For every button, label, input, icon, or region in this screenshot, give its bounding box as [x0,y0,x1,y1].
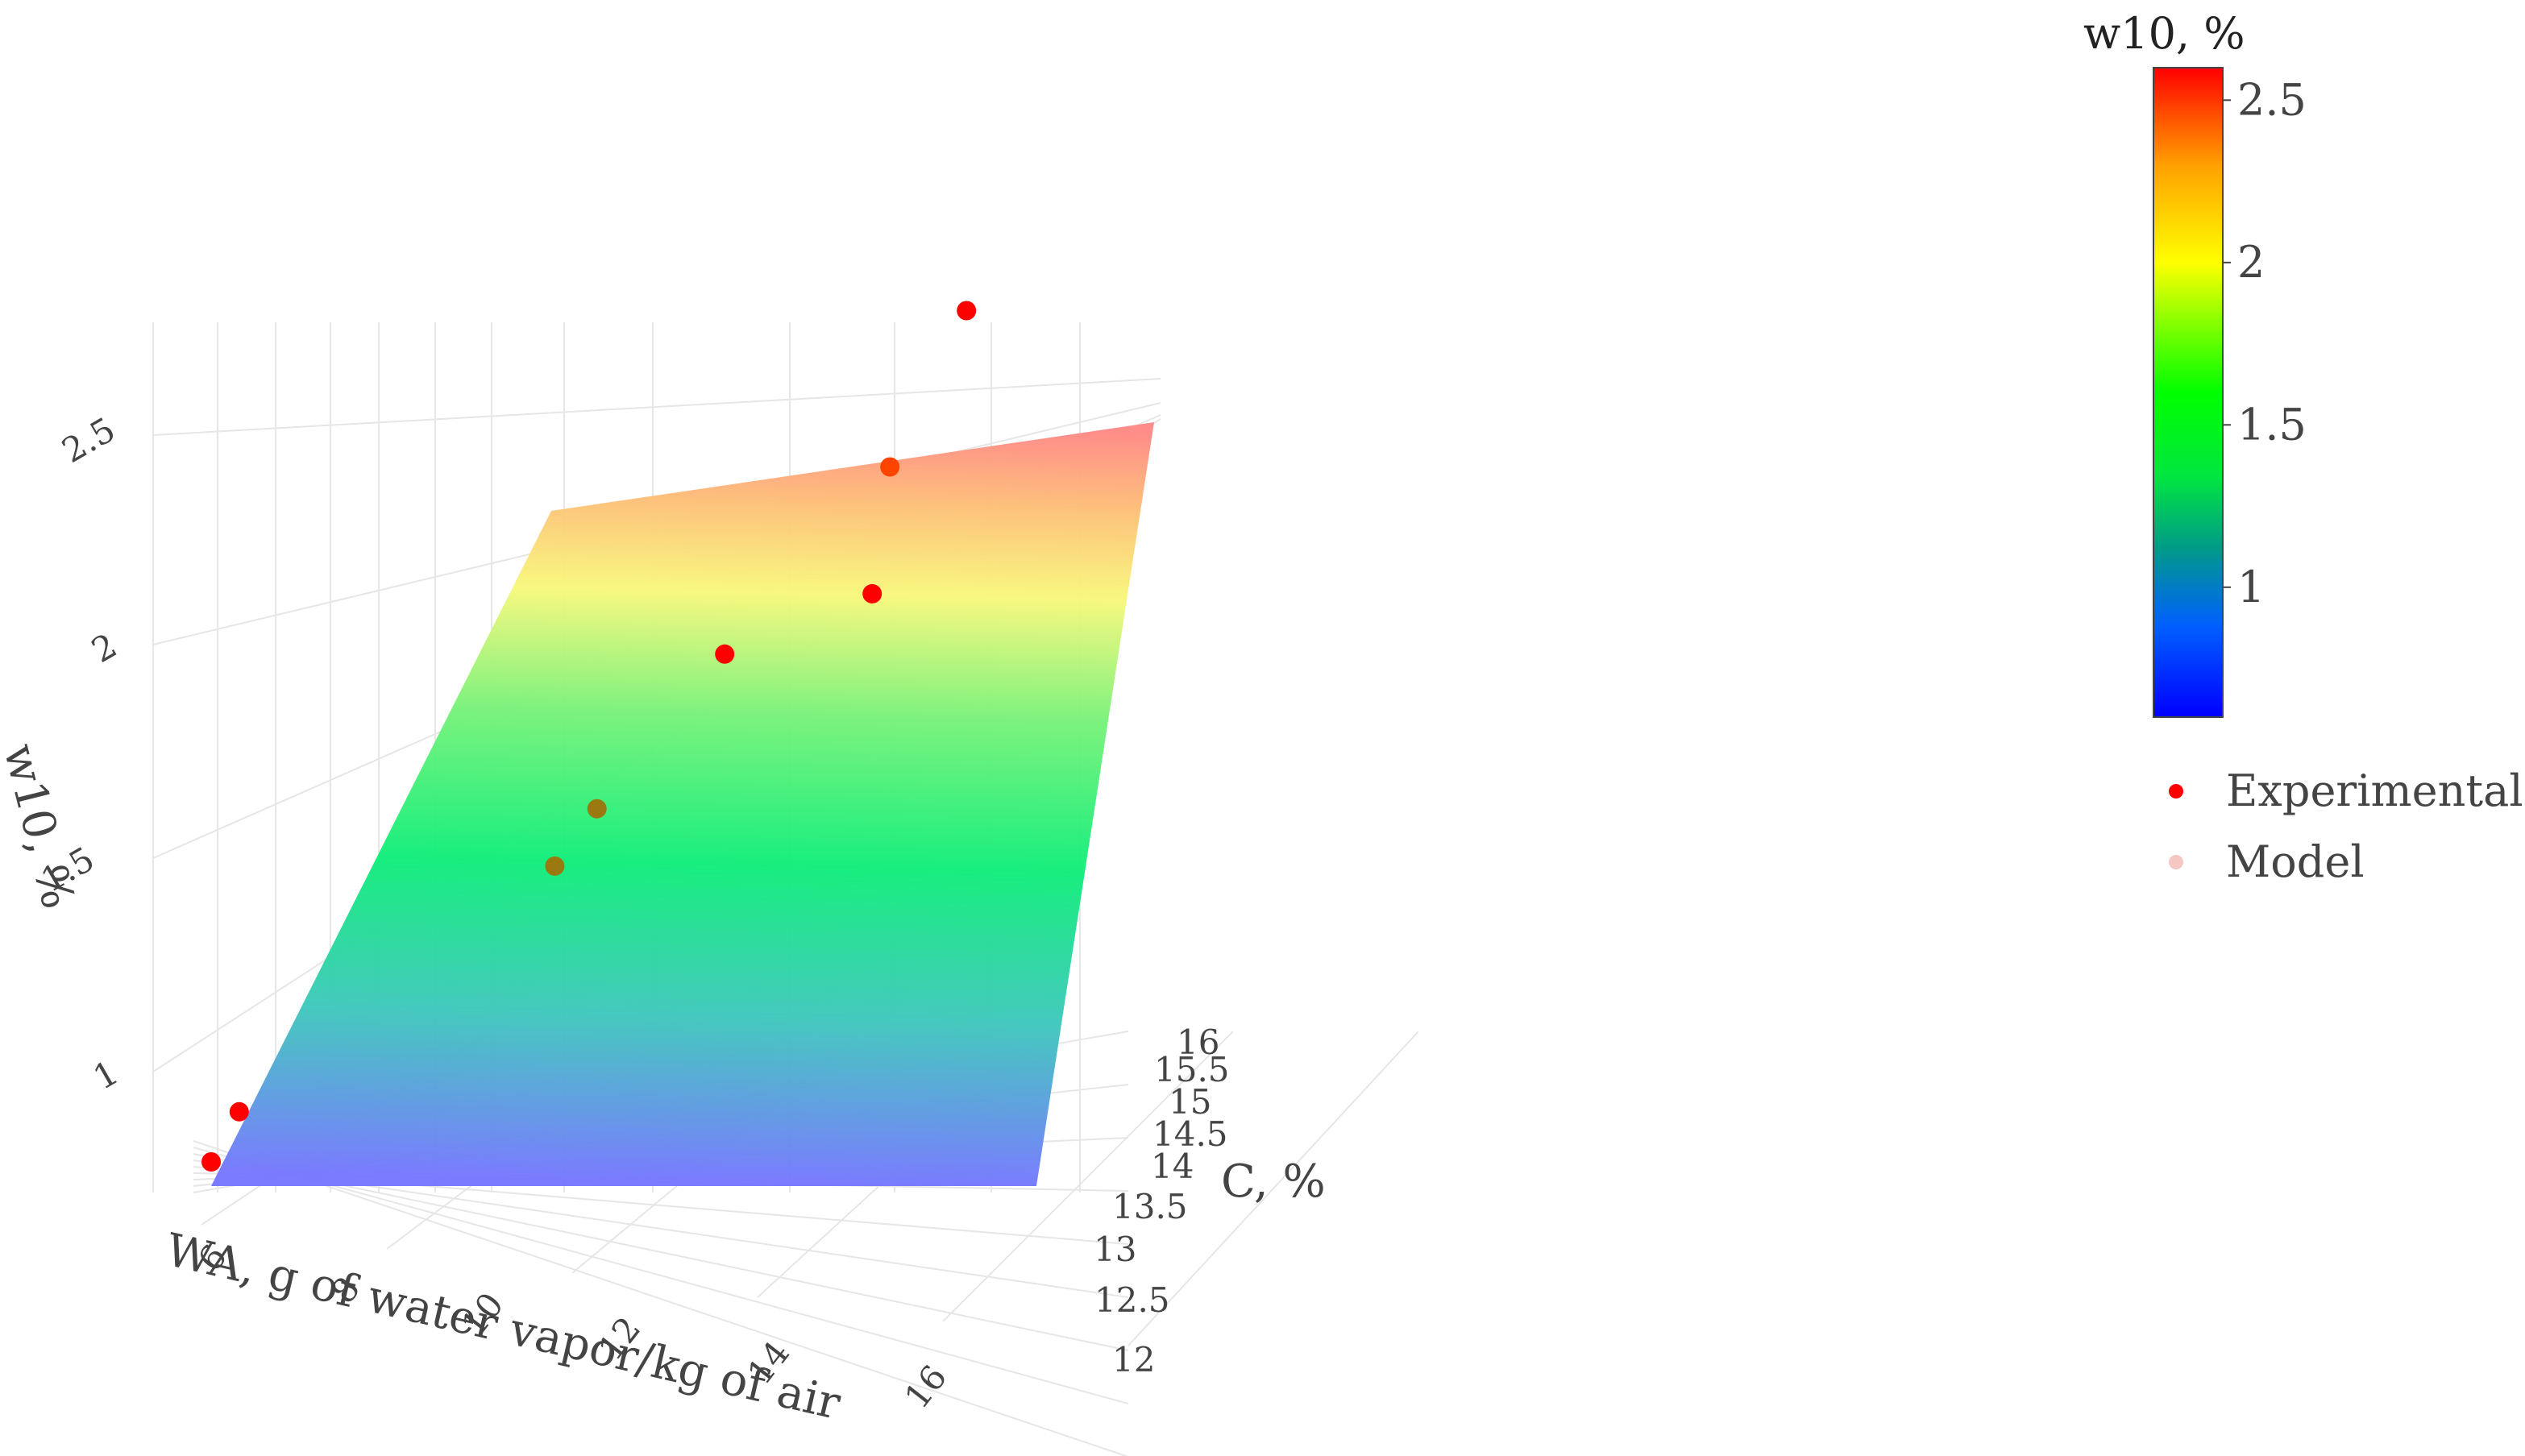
colorbar: w10, % 1 1.5 2 2.5 [2083,8,2307,718]
legend-experimental-label: Experimental [2226,765,2523,816]
experimental-point [957,301,977,321]
experimental-point [587,799,607,819]
z-axis-title: w10, % [0,739,85,915]
experimental-point [545,856,565,876]
y-tick-label: 13 [1094,1230,1136,1269]
legend-experimental-marker [2169,784,2183,799]
grid-line-floor [193,1153,1129,1351]
experimental-point [862,583,883,604]
y-tick-label: 15.5 [1154,1050,1230,1089]
grid-line-floor [193,1147,1129,1404]
y-tick-label: 12.5 [1094,1280,1170,1320]
experimental-points [201,301,977,1172]
grid-line-floor [942,1031,1234,1322]
experimental-point [201,1152,221,1172]
experimental-point [715,644,735,664]
y-tick-label: 16 [1177,1023,1219,1062]
y-axis-title: C, % [1221,1155,1326,1208]
model-surface [211,422,1154,1186]
legend-model-label: Model [2226,836,2365,887]
y-tick-label: 15 [1169,1082,1211,1122]
grid-line-floor [1128,1031,1419,1346]
experimental-point [880,457,900,477]
y-tick-label: 14.5 [1152,1114,1228,1154]
grid-line-floor [193,1140,1129,1456]
z-tick-label: 2.5 [56,409,122,471]
colorbar-tick-label: 1.5 [2237,399,2307,450]
x-tick-label: 16 [897,1358,955,1416]
z-tick-label: 2 [85,625,123,670]
colorbar-tick-label: 2.5 [2237,74,2307,125]
y-tick-label: 14 [1151,1147,1194,1186]
y-tick-label: 13.5 [1112,1187,1188,1226]
colorbar-ticks: 1 1.5 2 2.5 [2223,74,2307,612]
colorbar-gradient [2153,67,2224,718]
grid-line-z [152,378,1161,436]
colorbar-title: w10, % [2083,8,2245,59]
colorbar-tick-label: 2 [2237,237,2265,288]
colorbar-tick-label: 1 [2237,562,2265,612]
z-tick-label: 1 [86,1052,125,1097]
legend: Experimental Model [2169,765,2523,887]
experimental-point [229,1101,249,1122]
y-tick-label: 12 [1112,1340,1155,1379]
legend-model-marker [2169,855,2183,869]
